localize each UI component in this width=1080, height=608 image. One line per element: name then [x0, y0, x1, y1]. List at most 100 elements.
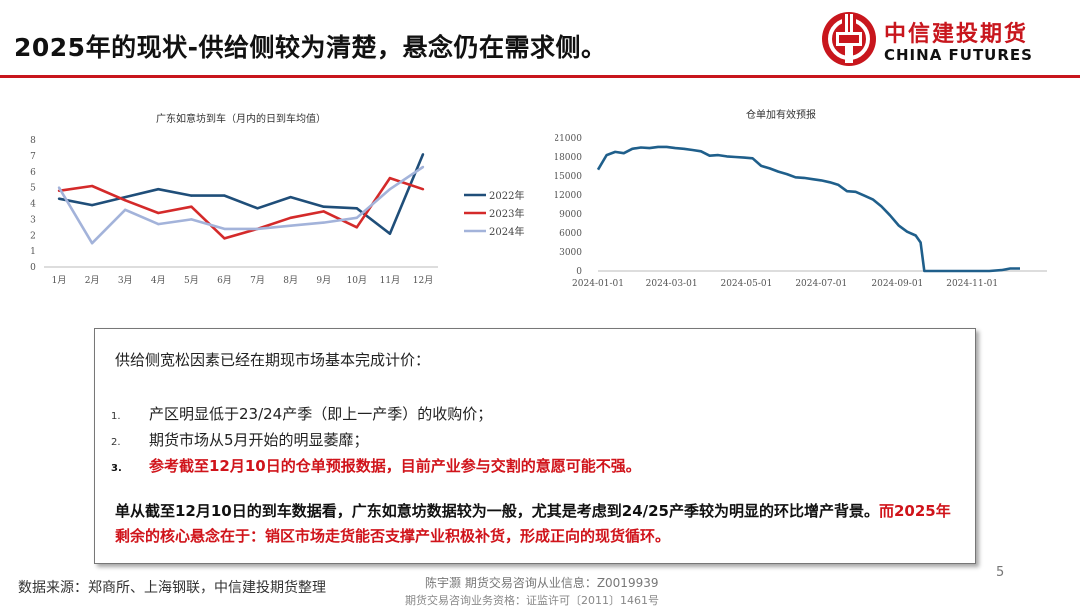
page-title: 2025年的现状-供给侧较为清楚，悬念仍在需求侧。: [14, 33, 607, 62]
chart-arrivals-legend-label: 2024年: [489, 225, 524, 238]
chart-receipts-x-tick: 2024-01-01: [572, 279, 624, 289]
chart-receipts-y-tick: 3000: [559, 248, 582, 258]
chart-receipts-x-tick: 2024-09-01: [871, 279, 923, 289]
chart-arrivals-x-tick: 4月: [151, 275, 166, 286]
chart-arrivals-point: [157, 188, 160, 191]
analyst-credential: 陈宇灏 期货交易咨询从业信息：Z0019939: [425, 576, 659, 590]
license-credential: 期货交易咨询业务资格：证监许可〔2011〕1461号: [405, 594, 659, 607]
summary-item-3: 3. 参考截至12月10日的仓单预报数据，目前产业参与交割的意愿可能不强。: [111, 455, 641, 476]
chart-arrivals: 广东如意坊到车（月内的日到车均值） 0 1 2 3 4 5 6 7 8 1月 2月 3月 4月 5月 6月 7月…: [20, 100, 540, 300]
chart-arrivals-y-tick: 8: [30, 136, 36, 146]
chart-arrivals-point: [421, 153, 425, 156]
chart-receipts-x-tick: 2024-03-01: [646, 279, 698, 289]
chart-arrivals-point: [355, 226, 359, 229]
summary-paragraph-main: 单从截至12月10日的到车数据看，广东如意坊数据较为一般，尤其是考虑到24/25…: [115, 502, 879, 520]
chart-arrivals-x-tick: 5月: [184, 275, 199, 286]
chart-arrivals-point: [123, 199, 127, 202]
data-source-note: 数据来源：郑商所、上海钢联，中信建投期货整理: [18, 580, 326, 596]
chart-receipts-title: 仓单加有效预报: [746, 108, 816, 121]
summary-item-3-text: 参考截至12月10日的仓单预报数据，目前产业参与交割的意愿可能不强。: [149, 457, 641, 475]
chart-receipts-y-tick: 18000: [555, 153, 582, 163]
summary-item-2: 2. 期货市场从5月开始的明显萎靡；: [111, 429, 369, 450]
chart-warehouse-receipts-svg: 仓单加有效预报 0 3000 6000 9000 12000 15000 18000 21000…: [555, 108, 1047, 289]
chart-arrivals-point: [388, 188, 392, 191]
page-number: 5: [996, 565, 1005, 580]
chart-arrivals-point: [190, 218, 193, 221]
chart-arrivals-y-tick: 6: [30, 168, 36, 178]
summary-item-1-text: 产区明显低于23/24产季（即上一产季）的收购价；: [149, 405, 493, 423]
chart-arrivals-point: [421, 188, 425, 191]
brand-logo: 中信建投期货 CHINA FUTURES: [820, 10, 1070, 68]
chart-receipts-x-tick: 2024-07-01: [795, 279, 847, 289]
chart-receipts-series-line: [596, 145, 1020, 273]
chart-arrivals-point: [223, 227, 226, 231]
chart-arrivals-x-tick: 3月: [118, 275, 133, 286]
chart-arrivals-y-tick: 5: [30, 184, 36, 194]
chart-arrivals-point: [223, 237, 226, 240]
chart-arrivals-point: [90, 203, 94, 207]
chart-arrivals-point: [256, 207, 259, 210]
chart-arrivals-point: [157, 222, 160, 226]
brand-name-cn: 中信建投期货: [884, 22, 1029, 47]
chart-arrivals-point: [190, 205, 193, 208]
summary-item-3-num: 3.: [111, 463, 122, 474]
chart-arrivals-point: [57, 186, 61, 189]
chart-arrivals-point: [190, 194, 193, 197]
chart-arrivals-point: [289, 216, 292, 219]
chart-receipts-y-tick: 9000: [559, 210, 582, 220]
chart-arrivals-point: [322, 205, 325, 208]
summary-intro: 供给侧宽松因素已经在期现市场基本完成计价：: [115, 351, 431, 369]
chart-arrivals-x-tick: 1月: [52, 275, 67, 286]
chart-arrivals-point: [90, 184, 94, 188]
chart-arrivals-y-tick: 0: [30, 263, 36, 273]
chart-warehouse-receipts: 仓单加有效预报 0 3000 6000 9000 12000 15000 18000 21000…: [555, 100, 1060, 300]
chart-arrivals-point: [355, 207, 359, 210]
chart-receipts-y-tick: 0: [576, 267, 582, 277]
summary-item-2-text: 期货市场从5月开始的明显萎靡；: [149, 431, 369, 449]
summary-textbox: 供给侧宽松因素已经在期现市场基本完成计价： 1. 产区明显低于23/24产季（即上…: [94, 328, 976, 564]
summary-item-2-num: 2.: [111, 437, 121, 448]
summary-item-1: 1. 产区明显低于23/24产季（即上一产季）的收购价；: [111, 403, 492, 424]
chart-arrivals-x-tick: 10月: [347, 275, 367, 286]
chart-arrivals-point: [322, 210, 325, 213]
chart-arrivals-y-tick: 7: [30, 152, 36, 162]
chart-arrivals-series-2: [58, 176, 424, 240]
chart-receipts-x-tick: 2024-05-01: [720, 279, 772, 289]
citic-logo-icon: [822, 12, 876, 66]
chart-arrivals-y-tick: 3: [30, 215, 36, 225]
chart-arrivals-x-tick: 7月: [250, 275, 265, 286]
chart-arrivals-legend-label: 2023年: [489, 207, 524, 220]
chart-arrivals-x-tick: 12月: [413, 275, 433, 286]
chart-arrivals-point: [223, 194, 226, 197]
chart-arrivals-series-3: [57, 165, 424, 245]
chart-arrivals-point: [289, 224, 292, 227]
chart-arrivals-y-tick: 4: [30, 200, 36, 210]
chart-arrivals-x-tick: 9月: [316, 275, 331, 286]
chart-arrivals-point: [123, 208, 127, 212]
chart-arrivals-point: [157, 211, 160, 215]
chart-arrivals-point: [57, 197, 61, 200]
chart-receipts-y-tick: 21000: [555, 134, 582, 144]
chart-arrivals-title: 广东如意坊到车（月内的日到车均值）: [156, 112, 326, 125]
summary-paragraph-highlight: 而2025年剩余的核心悬念在于：销区市场走货能否支撑产业积极补货，形成正向的现货…: [115, 502, 951, 545]
chart-arrivals-y-tick: 1: [30, 247, 36, 257]
chart-arrivals-point: [256, 227, 259, 231]
header-rule: [0, 75, 1080, 78]
chart-receipts-y-tick: 6000: [559, 229, 582, 239]
chart-arrivals-x-tick: 6月: [217, 275, 232, 286]
chart-arrivals-x-tick: 11月: [380, 275, 400, 286]
chart-arrivals-svg: 广东如意坊到车（月内的日到车均值） 0 1 2 3 4 5 6 7 8 1月 2月 3月 4月 5月 6月 7月…: [30, 112, 524, 286]
summary-paragraph: 单从截至12月10日的到车数据看，广东如意坊数据较为一般，尤其是考虑到24/25…: [115, 499, 965, 549]
chart-arrivals-x-tick: 8月: [283, 275, 298, 286]
summary-item-1-num: 1.: [111, 411, 121, 422]
chart-arrivals-point: [355, 216, 359, 219]
chart-arrivals-legend-label: 2022年: [489, 189, 524, 202]
chart-receipts-y-tick: 12000: [555, 191, 582, 201]
chart-arrivals-point: [322, 221, 325, 224]
chart-arrivals-point: [388, 232, 392, 235]
chart-arrivals-point: [123, 195, 127, 199]
chart-arrivals-point: [90, 241, 94, 245]
chart-receipts-y-tick: 15000: [555, 172, 582, 182]
brand-name-en: CHINA FUTURES: [884, 46, 1033, 64]
chart-arrivals-point: [388, 176, 392, 180]
